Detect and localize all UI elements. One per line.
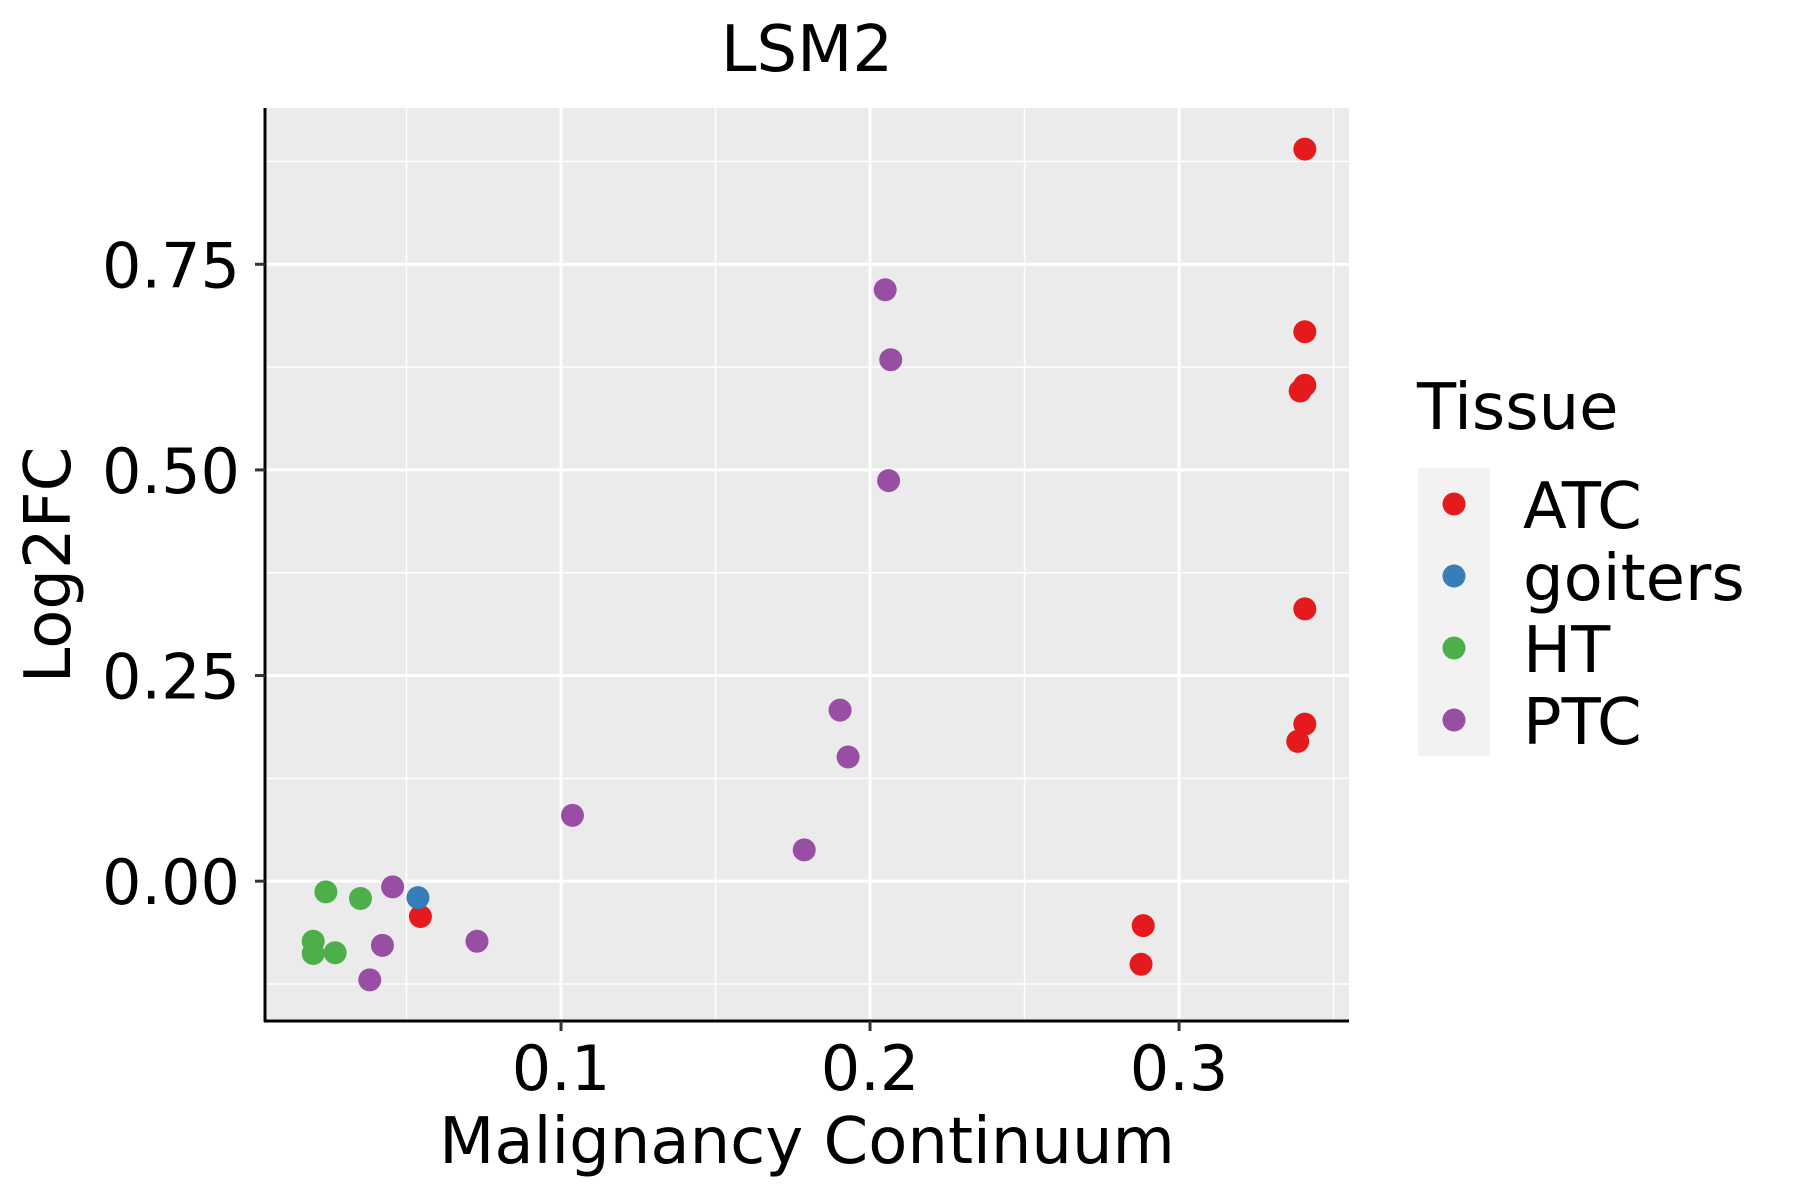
legend-key-background bbox=[1418, 468, 1490, 756]
legend-key-ptc bbox=[1442, 708, 1466, 732]
data-point-ht bbox=[301, 942, 325, 966]
y-axis-title: Log2FC bbox=[12, 447, 86, 684]
legend-title: Tissue bbox=[1416, 371, 1619, 445]
y-tick-label: 0.25 bbox=[102, 641, 240, 714]
data-point-atc bbox=[1293, 712, 1317, 736]
data-point-atc bbox=[1293, 320, 1317, 344]
x-tick-label: 0.2 bbox=[821, 1032, 920, 1105]
data-point-ptc bbox=[381, 875, 405, 899]
gridlines bbox=[265, 108, 1349, 1021]
data-point-ptc bbox=[877, 469, 901, 493]
legend-label: PTC bbox=[1523, 686, 1642, 760]
data-point-atc bbox=[1288, 379, 1312, 403]
data-point-ptc bbox=[370, 933, 394, 957]
data-point-ptc bbox=[879, 348, 903, 372]
data-point-atc bbox=[408, 905, 432, 929]
legend-label: HT bbox=[1523, 614, 1611, 688]
data-point-ptc bbox=[560, 803, 584, 827]
legend-label: goiters bbox=[1523, 542, 1745, 616]
y-tick-label: 0.00 bbox=[102, 846, 240, 919]
data-point-atc bbox=[1293, 137, 1317, 161]
x-tick-label: 0.1 bbox=[512, 1032, 611, 1105]
data-point-goiters bbox=[406, 886, 430, 910]
y-tick-label: 0.75 bbox=[102, 229, 240, 302]
data-points bbox=[301, 137, 1317, 992]
legend-key-goiters bbox=[1442, 564, 1466, 588]
legend-key-ht bbox=[1442, 636, 1466, 660]
data-point-ptc bbox=[873, 278, 897, 302]
legend-label: ATC bbox=[1523, 470, 1642, 544]
x-tick-label: 0.3 bbox=[1130, 1032, 1229, 1105]
data-point-ht bbox=[323, 941, 347, 965]
legend-key-atc bbox=[1442, 492, 1466, 516]
data-point-ptc bbox=[465, 929, 489, 953]
x-axis-title: Malignancy Continuum bbox=[439, 1105, 1175, 1179]
data-point-ht bbox=[314, 880, 338, 904]
data-point-ptc bbox=[792, 838, 816, 862]
data-point-atc bbox=[1131, 914, 1155, 938]
data-point-ptc bbox=[836, 745, 860, 769]
data-point-atc bbox=[1293, 597, 1317, 621]
data-point-ptc bbox=[358, 968, 382, 992]
plot-panel bbox=[265, 108, 1349, 1021]
axis-ticks: 0.1 0.2 0.3 0.00 0.25 0.50 0.75 bbox=[102, 229, 1228, 1105]
data-point-atc bbox=[1129, 952, 1153, 976]
data-point-ht bbox=[348, 886, 372, 910]
chart-title: LSM2 bbox=[721, 13, 893, 87]
data-point-atc bbox=[1286, 729, 1310, 753]
data-point-ptc bbox=[828, 698, 852, 722]
y-tick-label: 0.50 bbox=[102, 435, 240, 508]
